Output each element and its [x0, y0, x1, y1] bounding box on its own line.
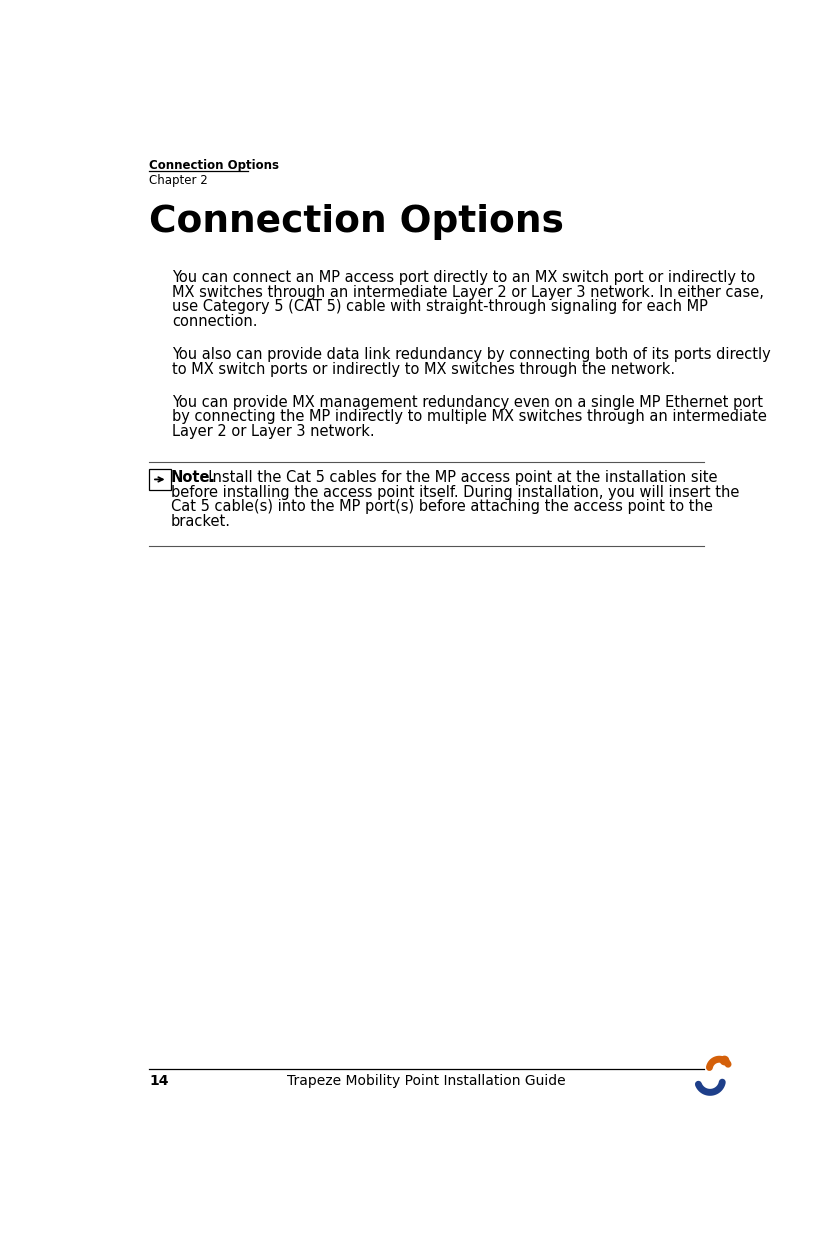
- Text: Cat 5 cable(s) into the MP port(s) before attaching the access point to the: Cat 5 cable(s) into the MP port(s) befor…: [171, 499, 712, 514]
- Text: to MX switch ports or indirectly to MX switches through the network.: to MX switch ports or indirectly to MX s…: [172, 362, 676, 377]
- Text: Connection Options: Connection Options: [149, 204, 564, 240]
- Text: MX switches through an intermediate Layer 2 or Layer 3 network. In either case,: MX switches through an intermediate Laye…: [172, 284, 764, 299]
- Bar: [149, 468, 171, 491]
- Text: Layer 2 or Layer 3 network.: Layer 2 or Layer 3 network.: [172, 424, 375, 439]
- Text: Install the Cat 5 cables for the MP access point at the installation site: Install the Cat 5 cables for the MP acce…: [200, 470, 718, 486]
- Text: bracket.: bracket.: [171, 514, 230, 529]
- Text: by connecting the MP indirectly to multiple MX switches through an intermediate: by connecting the MP indirectly to multi…: [172, 409, 767, 424]
- Text: Note.: Note.: [171, 470, 215, 486]
- Text: connection.: connection.: [172, 314, 258, 329]
- Text: use Category 5 (CAT 5) cable with straight-through signaling for each MP: use Category 5 (CAT 5) cable with straig…: [172, 299, 708, 314]
- Text: 14: 14: [149, 1074, 168, 1088]
- Text: You can provide MX management redundancy even on a single MP Ethernet port: You can provide MX management redundancy…: [172, 394, 763, 409]
- Text: before installing the access point itself. During installation, you will insert : before installing the access point itsel…: [171, 485, 739, 499]
- Text: Trapeze Mobility Point Installation Guide: Trapeze Mobility Point Installation Guid…: [287, 1074, 566, 1088]
- Text: Chapter 2: Chapter 2: [149, 174, 208, 187]
- Text: You also can provide data link redundancy by connecting both of its ports direct: You also can provide data link redundanc…: [172, 347, 771, 362]
- Text: You can connect an MP access port directly to an MX switch port or indirectly to: You can connect an MP access port direct…: [172, 269, 755, 286]
- Text: Connection Options: Connection Options: [149, 159, 279, 172]
